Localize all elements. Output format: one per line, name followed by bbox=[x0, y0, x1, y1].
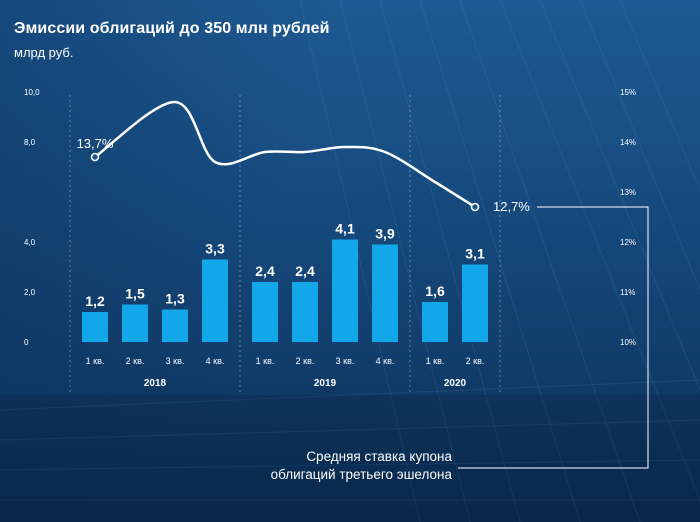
bar bbox=[252, 282, 278, 342]
bar bbox=[202, 259, 228, 342]
bar-value-label: 3,3 bbox=[205, 241, 225, 257]
bar bbox=[332, 239, 358, 342]
chart-title: Эмиссии облигаций до 350 млн рублей bbox=[14, 20, 330, 37]
year-label: 2019 bbox=[314, 378, 337, 389]
line-endpoint-marker bbox=[90, 152, 100, 162]
bar-value-label: 2,4 bbox=[255, 263, 275, 279]
bar-value-label: 3,1 bbox=[465, 246, 485, 262]
category-label: 1 кв. bbox=[86, 356, 105, 366]
y-right-tick: 12% bbox=[620, 238, 636, 247]
bar bbox=[162, 309, 188, 342]
bar-value-label: 1,3 bbox=[165, 291, 185, 307]
y-left-tick: 4,0 bbox=[24, 238, 36, 247]
category-label: 4 кв. bbox=[206, 356, 225, 366]
bar bbox=[82, 312, 108, 342]
coupon-rate-line bbox=[94, 100, 476, 209]
category-label: 1 кв. bbox=[426, 356, 445, 366]
category-label: 2 кв. bbox=[126, 356, 145, 366]
bar bbox=[292, 282, 318, 342]
y-right-tick: 15% bbox=[620, 88, 636, 97]
y-right-tick: 14% bbox=[620, 138, 636, 147]
bar bbox=[462, 264, 488, 342]
legend: Средняя ставка купона облигаций третьего… bbox=[271, 448, 452, 484]
bar-value-label: 4,1 bbox=[335, 221, 355, 237]
y-left-tick: 2,0 bbox=[24, 288, 36, 297]
category-label: 2 кв. bbox=[466, 356, 485, 366]
bar bbox=[122, 304, 148, 342]
chart-subtitle: млрд руб. bbox=[14, 45, 74, 60]
y-right-tick: 13% bbox=[620, 188, 636, 197]
y-left-tick: 8,0 bbox=[24, 138, 36, 147]
line-endpoint-marker bbox=[470, 202, 480, 212]
bar-value-label: 1,5 bbox=[125, 286, 145, 302]
y-left-tick: 10,0 bbox=[24, 88, 40, 97]
legend-line-1: Средняя ставка купона bbox=[306, 449, 452, 464]
y-right-tick: 11% bbox=[620, 288, 635, 297]
category-label: 1 кв. bbox=[256, 356, 275, 366]
legend-line-2: облигаций третьего эшелона bbox=[270, 467, 452, 482]
category-label: 4 кв. bbox=[376, 356, 395, 366]
rate-end-label: 12,7% bbox=[493, 199, 530, 214]
bar bbox=[422, 302, 448, 342]
bar-value-label: 1,6 bbox=[425, 283, 445, 299]
bar-value-label: 2,4 bbox=[295, 263, 315, 279]
y-left-tick: 0 bbox=[24, 338, 29, 347]
category-label: 3 кв. bbox=[166, 356, 185, 366]
legend-connector bbox=[458, 206, 649, 469]
y-right-tick: 10% bbox=[620, 338, 636, 347]
category-label: 2 кв. bbox=[296, 356, 315, 366]
bar-value-label: 3,9 bbox=[375, 226, 395, 242]
year-label: 2018 bbox=[144, 378, 167, 389]
rate-start-label: 13,7% bbox=[77, 136, 114, 151]
bar bbox=[372, 244, 398, 342]
category-label: 3 кв. bbox=[336, 356, 355, 366]
bar-value-label: 1,2 bbox=[85, 293, 105, 309]
year-label: 2020 bbox=[444, 378, 467, 389]
